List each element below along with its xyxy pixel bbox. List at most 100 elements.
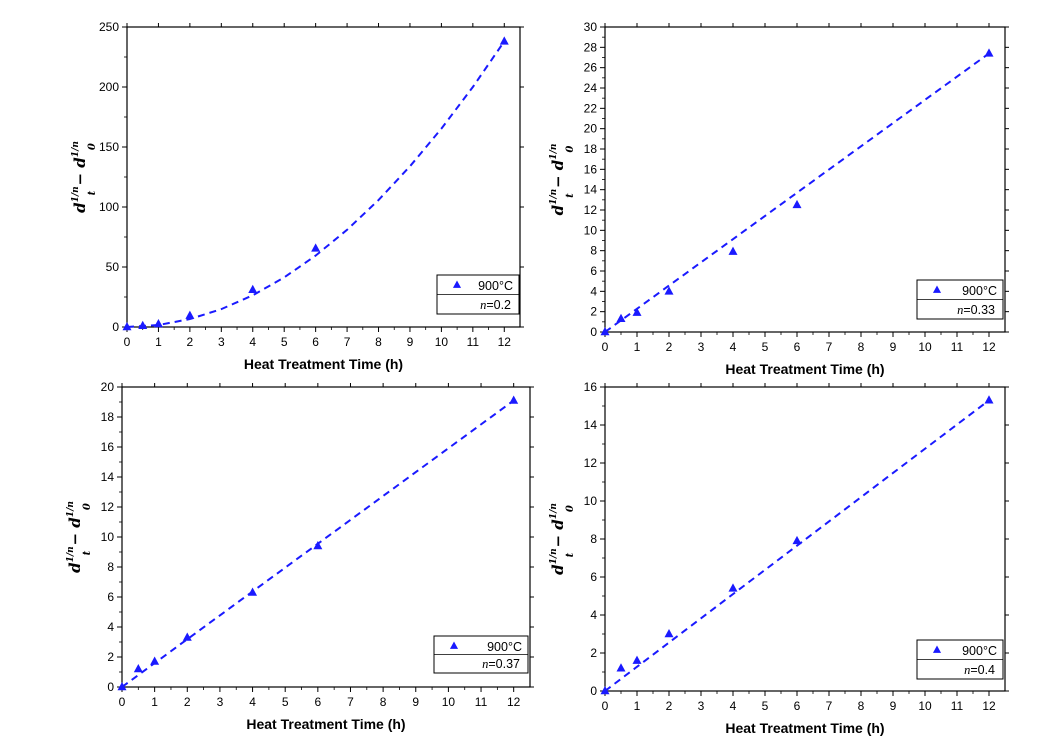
x-axis-title: Heat Treatment Time (h) [246, 716, 405, 732]
x-tick-label: 10 [918, 340, 932, 354]
x-tick-label: 0 [119, 695, 126, 709]
y-tick-label: 20 [101, 380, 115, 394]
y-tick-label: 28 [584, 40, 598, 54]
x-tick-label: 4 [249, 335, 256, 349]
x-tick-label: 11 [951, 699, 964, 713]
data-point [984, 48, 994, 57]
x-tick-label: 0 [602, 340, 609, 354]
y-tick-label: 2 [107, 650, 114, 664]
x-tick-label: 9 [407, 335, 414, 349]
x-axis-title: Heat Treatment Time (h) [725, 720, 884, 736]
y-tick-label: 150 [99, 140, 119, 154]
x-tick-label: 8 [858, 340, 865, 354]
x-tick-label: 6 [314, 695, 321, 709]
y-axis-title: d1/n t − d1/n 0 [66, 501, 93, 573]
legend-label: 900°C [962, 284, 997, 298]
y-tick-label: 16 [584, 162, 598, 176]
data-point [616, 313, 626, 323]
y-tick-label: 50 [106, 260, 120, 274]
data-point [122, 322, 132, 331]
x-tick-label: 7 [347, 695, 354, 709]
x-tick-label: 2 [666, 699, 673, 713]
x-tick-label: 2 [184, 695, 191, 709]
y-tick-label: 8 [590, 532, 597, 546]
legend-n-value: n=0.4 [964, 663, 995, 677]
y-tick-label: 6 [590, 264, 597, 278]
x-tick-label: 8 [380, 695, 387, 709]
x-tick-label: 7 [826, 340, 833, 354]
data-point [153, 319, 163, 328]
x-tick-label: 4 [249, 695, 256, 709]
x-tick-label: 8 [375, 335, 382, 349]
x-tick-label: 12 [507, 695, 521, 709]
fit-line [126, 40, 506, 328]
data-point [984, 395, 994, 404]
data-point [664, 629, 674, 638]
legend-label: 900°C [478, 279, 513, 293]
data-point [133, 664, 143, 673]
x-tick-label: 2 [187, 335, 194, 349]
x-tick-label: 10 [435, 335, 449, 349]
x-tick-label: 3 [698, 699, 705, 713]
y-tick-label: 26 [584, 61, 598, 75]
data-point [150, 656, 160, 665]
y-tick-label: 8 [107, 560, 114, 574]
y-tick-label: 4 [107, 620, 114, 634]
y-tick-label: 6 [107, 590, 114, 604]
y-tick-label: 24 [584, 81, 598, 95]
y-tick-label: 0 [590, 684, 597, 698]
fit-line [604, 399, 990, 692]
x-tick-label: 0 [602, 699, 609, 713]
x-tick-label: 9 [890, 340, 897, 354]
y-tick-label: 10 [584, 494, 598, 508]
x-tick-label: 3 [218, 335, 225, 349]
y-tick-label: 30 [584, 20, 598, 34]
data-point [509, 395, 519, 404]
y-tick-label: 12 [101, 500, 115, 514]
y-tick-label: 18 [584, 142, 598, 156]
x-tick-label: 1 [155, 335, 162, 349]
x-tick-label: 0 [124, 335, 131, 349]
data-point [616, 663, 626, 672]
y-tick-label: 6 [590, 570, 597, 584]
y-tick-label: 14 [101, 470, 115, 484]
x-tick-label: 12 [982, 340, 996, 354]
y-tick-label: 0 [107, 680, 114, 694]
y-tick-label: 18 [101, 410, 115, 424]
x-tick-label: 11 [951, 340, 964, 354]
x-tick-label: 8 [858, 699, 865, 713]
data-point [248, 284, 258, 294]
x-tick-label: 5 [762, 340, 769, 354]
legend-marker [932, 285, 942, 293]
x-tick-label: 10 [442, 695, 456, 709]
x-tick-label: 7 [826, 699, 833, 713]
y-tick-label: 14 [584, 418, 598, 432]
x-tick-label: 11 [467, 335, 480, 349]
x-tick-label: 1 [151, 695, 158, 709]
legend-n-value: n=0.2 [480, 298, 511, 312]
x-tick-label: 12 [982, 699, 996, 713]
data-point [185, 310, 195, 319]
legend-marker [932, 645, 942, 653]
x-axis-title: Heat Treatment Time (h) [725, 361, 884, 377]
data-point [600, 686, 610, 695]
data-point [600, 327, 610, 336]
y-tick-label: 8 [590, 244, 597, 258]
legend-marker [449, 641, 459, 649]
x-tick-label: 5 [762, 699, 769, 713]
x-tick-label: 3 [217, 695, 224, 709]
legend-n-value: n=0.37 [482, 657, 520, 671]
y-tick-label: 20 [584, 122, 598, 136]
y-tick-label: 2 [590, 646, 597, 660]
y-tick-label: 16 [584, 380, 598, 394]
legend-marker [452, 280, 462, 288]
y-tick-label: 12 [584, 456, 598, 470]
data-point [792, 535, 802, 545]
y-tick-label: 0 [112, 320, 119, 334]
x-tick-label: 9 [412, 695, 419, 709]
x-tick-label: 3 [698, 340, 705, 354]
y-tick-label: 0 [590, 325, 597, 339]
x-axis-title: Heat Treatment Time (h) [244, 356, 403, 372]
x-tick-label: 4 [730, 699, 737, 713]
x-tick-label: 11 [475, 695, 488, 709]
